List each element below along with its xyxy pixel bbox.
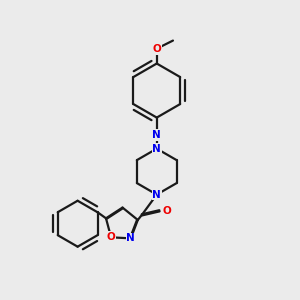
Text: O: O — [152, 44, 161, 54]
Text: O: O — [107, 232, 116, 242]
Text: N: N — [126, 233, 135, 243]
Text: O: O — [163, 206, 171, 216]
Text: N: N — [152, 130, 161, 140]
Text: N: N — [152, 144, 161, 154]
Text: N: N — [152, 190, 161, 200]
